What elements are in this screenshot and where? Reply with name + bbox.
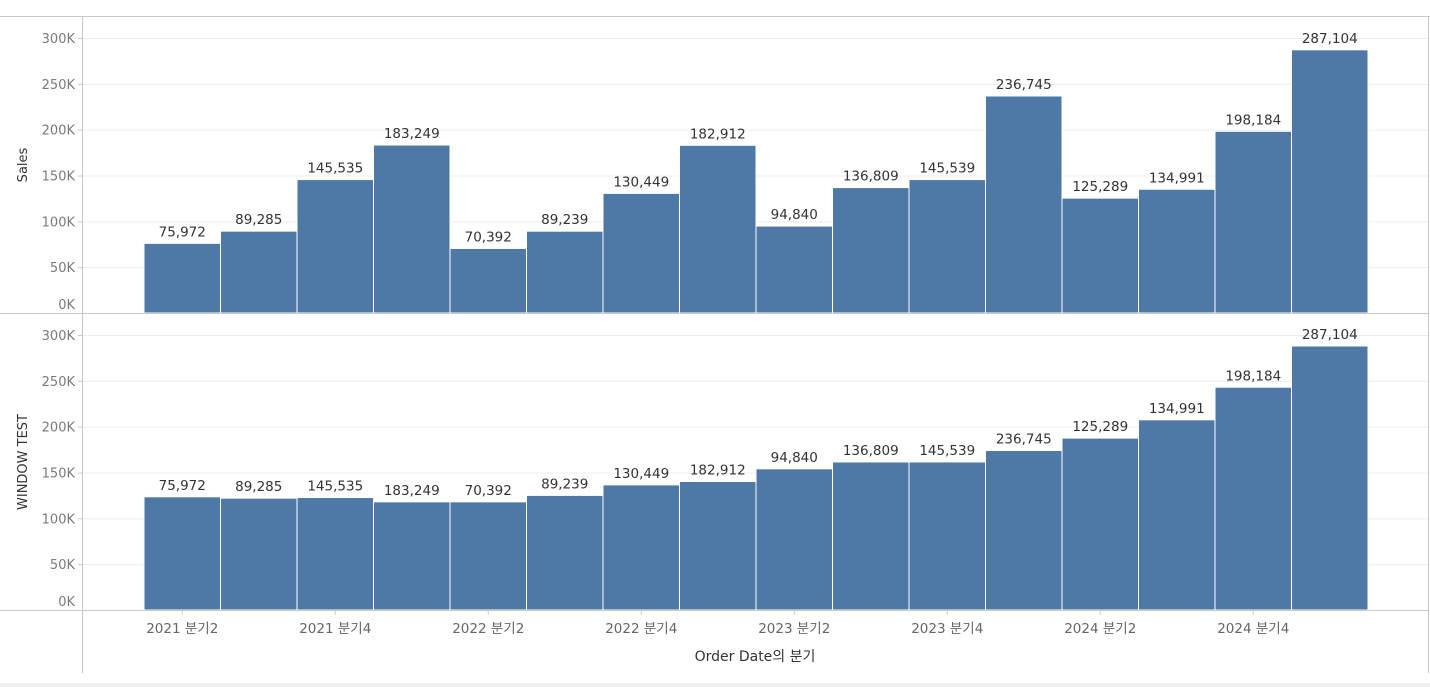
bar	[1061, 197, 1139, 314]
data-label: 182,912	[690, 126, 746, 142]
bar	[1214, 386, 1292, 611]
x-tick-label: 2022 분기2	[452, 621, 524, 637]
data-label: 136,809	[843, 443, 899, 459]
x-tick-label: 2021 분기2	[146, 621, 218, 637]
data-label: 145,535	[307, 161, 363, 177]
data-label: 125,289	[1072, 179, 1128, 195]
bar	[296, 497, 374, 611]
bar	[755, 468, 833, 611]
bar	[755, 225, 833, 314]
x-tick-label: 2023 분기4	[911, 621, 983, 637]
data-label: 198,184	[1225, 112, 1281, 128]
bar	[908, 461, 986, 611]
data-label: 89,239	[541, 476, 588, 492]
bar	[1138, 419, 1216, 611]
data-label: 183,249	[384, 126, 440, 142]
data-label: 236,745	[996, 77, 1052, 93]
bar	[1138, 188, 1216, 314]
y-axis-title: Sales	[16, 147, 31, 182]
data-label: 136,809	[843, 169, 899, 185]
bar	[985, 450, 1063, 611]
x-tick-label: 2022 분기4	[605, 621, 677, 637]
bar	[373, 501, 451, 611]
bar	[526, 494, 604, 611]
bar	[449, 501, 527, 611]
y-tick-label: 300K	[42, 329, 76, 344]
bar	[220, 230, 298, 314]
data-label: 183,249	[384, 483, 440, 499]
bar	[602, 484, 680, 611]
data-label: 287,104	[1302, 327, 1358, 343]
y-tick-label: 150K	[42, 467, 76, 482]
y-tick-label: 200K	[42, 421, 76, 436]
data-label: 145,535	[307, 479, 363, 495]
y-tick-label: 0K	[58, 298, 75, 313]
x-tick-label: 2023 분기2	[758, 621, 830, 637]
data-label: 182,912	[690, 462, 746, 478]
x-tick-label: 2024 분기2	[1064, 621, 1136, 637]
data-label: 236,745	[996, 432, 1052, 448]
bar	[832, 461, 910, 611]
data-label: 70,392	[465, 483, 512, 499]
data-label: 94,840	[771, 207, 818, 223]
bottom-strip	[0, 683, 1430, 687]
bar	[1291, 49, 1369, 314]
data-label: 287,104	[1302, 31, 1358, 47]
data-label: 145,539	[919, 443, 975, 459]
bar	[143, 242, 221, 314]
bar	[1061, 437, 1139, 611]
y-tick-label: 100K	[42, 512, 76, 527]
y-tick-label: 200K	[42, 124, 76, 139]
y-axis-title: WINDOW TEST	[16, 414, 31, 510]
bar	[220, 497, 298, 611]
y-tick-label: 100K	[42, 215, 76, 230]
data-label: 94,840	[771, 450, 818, 466]
bar	[296, 179, 374, 314]
data-label: 130,449	[613, 174, 669, 190]
bar	[679, 480, 757, 611]
data-label: 198,184	[1225, 368, 1281, 384]
x-axis-title: Order Date의 분기	[695, 649, 816, 665]
y-tick-label: 250K	[42, 78, 76, 93]
bar	[1214, 130, 1292, 314]
data-label: 89,285	[235, 212, 282, 228]
data-label: 89,285	[235, 479, 282, 495]
data-label: 89,239	[541, 212, 588, 228]
bar	[373, 144, 451, 314]
y-tick-label: 0K	[58, 595, 75, 610]
data-label: 125,289	[1072, 419, 1128, 435]
x-tick-label: 2024 분기4	[1217, 621, 1289, 637]
y-tick-label: 250K	[42, 375, 76, 390]
bar	[908, 179, 986, 314]
data-label: 70,392	[465, 229, 512, 245]
bar	[679, 144, 757, 314]
y-tick-label: 50K	[50, 558, 76, 573]
bar	[143, 496, 221, 611]
bar	[449, 247, 527, 314]
bar	[985, 95, 1063, 314]
data-label: 75,972	[159, 224, 206, 240]
x-tick-label: 2021 분기4	[299, 621, 371, 637]
y-tick-label: 300K	[42, 32, 76, 47]
y-tick-label: 150K	[42, 170, 76, 185]
bar	[832, 187, 910, 314]
data-label: 134,991	[1149, 401, 1205, 417]
bar	[602, 192, 680, 314]
y-tick-label: 50K	[50, 261, 76, 276]
data-label: 130,449	[613, 466, 669, 482]
bar	[526, 230, 604, 314]
data-label: 134,991	[1149, 170, 1205, 186]
data-label: 145,539	[919, 161, 975, 177]
bar	[1291, 345, 1369, 611]
data-label: 75,972	[159, 478, 206, 494]
